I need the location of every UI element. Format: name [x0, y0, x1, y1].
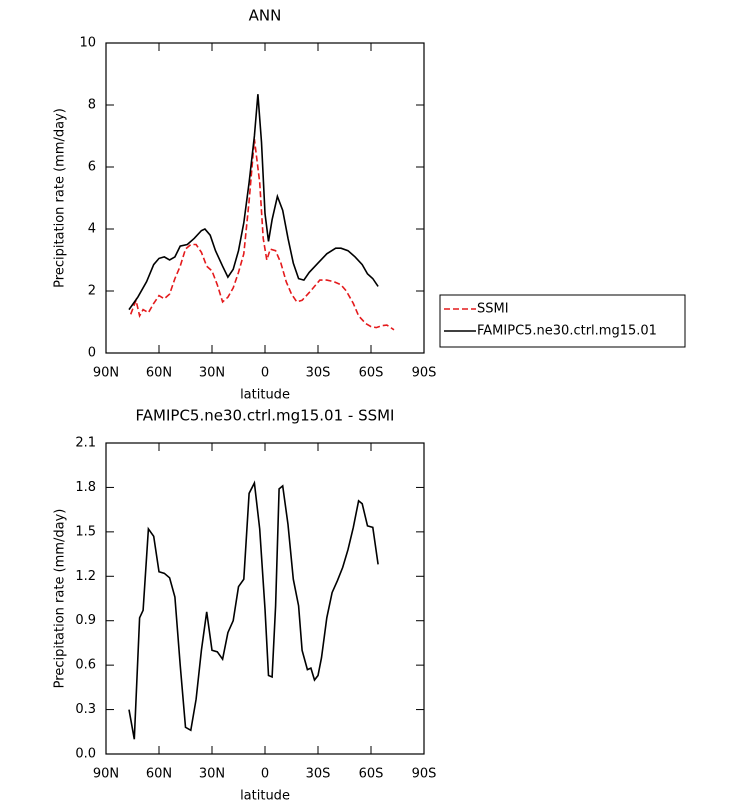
x-tick-label: 60N [146, 767, 172, 782]
y-axis-label: Precipitation rate (mm/day) [53, 509, 68, 689]
y-tick-label: 1.5 [75, 524, 96, 539]
legend-label: FAMIPC5.ne30.ctrl.mg15.01 [477, 324, 657, 339]
x-tick-label: 0 [261, 366, 269, 381]
legend-label: SSMI [477, 302, 509, 317]
x-tick-label: 60S [359, 767, 384, 782]
x-tick-label: 90N [93, 366, 119, 381]
x-tick-label: 60S [359, 366, 384, 381]
y-tick-label: 10 [79, 36, 96, 51]
y-tick-label: 6 [88, 160, 96, 175]
data-line [128, 94, 379, 311]
y-tick-label: 1.2 [75, 569, 96, 584]
y-axis-label: Precipitation rate (mm/day) [53, 108, 68, 288]
y-tick-label: 0.9 [75, 613, 96, 628]
y-tick-label: 8 [88, 98, 96, 113]
x-tick-label: 30N [199, 767, 225, 782]
chart-title: ANN [249, 7, 282, 25]
x-axis-label: latitude [240, 388, 290, 403]
x-tick-label: 90S [412, 366, 437, 381]
legend-box [439, 294, 686, 348]
x-tick-label: 90N [93, 767, 119, 782]
data-line [128, 480, 379, 740]
data-line [129, 139, 395, 331]
x-tick-label: 30N [199, 366, 225, 381]
y-tick-label: 2 [88, 284, 96, 299]
y-tick-label: 1.8 [75, 480, 96, 495]
y-tick-label: 0 [88, 346, 96, 361]
x-tick-label: 30S [306, 767, 331, 782]
y-tick-label: 0.6 [75, 658, 96, 673]
x-tick-label: 90S [412, 767, 437, 782]
chart-title: FAMIPC5.ne30.ctrl.mg15.01 - SSMI [136, 407, 395, 425]
x-tick-label: 60N [146, 366, 172, 381]
x-tick-label: 0 [261, 767, 269, 782]
y-tick-label: 2.1 [75, 436, 96, 451]
x-tick-label: 30S [306, 366, 331, 381]
x-axis-label: latitude [240, 789, 290, 804]
y-tick-label: 4 [88, 222, 96, 237]
y-tick-label: 0.0 [75, 747, 96, 762]
y-tick-label: 0.3 [75, 702, 96, 717]
